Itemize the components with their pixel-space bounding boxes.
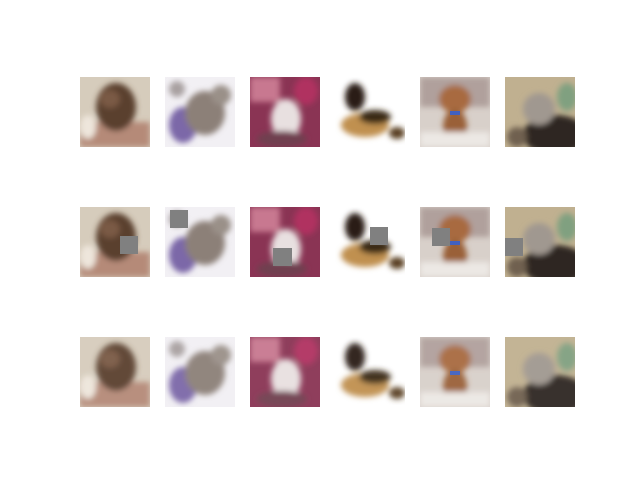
mask-patch [170, 210, 188, 228]
mask-patch [120, 236, 138, 254]
image-tile [80, 77, 150, 147]
image-tile [80, 207, 150, 277]
mask-patch [370, 227, 388, 245]
row-reconstructed [80, 337, 587, 415]
image-tile [420, 207, 490, 277]
image-tile [420, 337, 490, 407]
mask-patch [432, 228, 450, 246]
image-tile [420, 77, 490, 147]
image-tile [335, 77, 405, 147]
image-tile [335, 337, 405, 407]
image-tile [250, 77, 320, 147]
image-tile [505, 337, 587, 415]
image-tile [505, 77, 587, 155]
image-tile [80, 337, 150, 407]
mask-patch [273, 248, 292, 266]
image-tile [165, 337, 235, 407]
mask-patch [505, 238, 523, 256]
image-tile [165, 77, 235, 147]
image-tile [250, 337, 320, 407]
row-masked [80, 207, 587, 285]
image-tile [250, 207, 320, 277]
row-original [80, 77, 587, 155]
